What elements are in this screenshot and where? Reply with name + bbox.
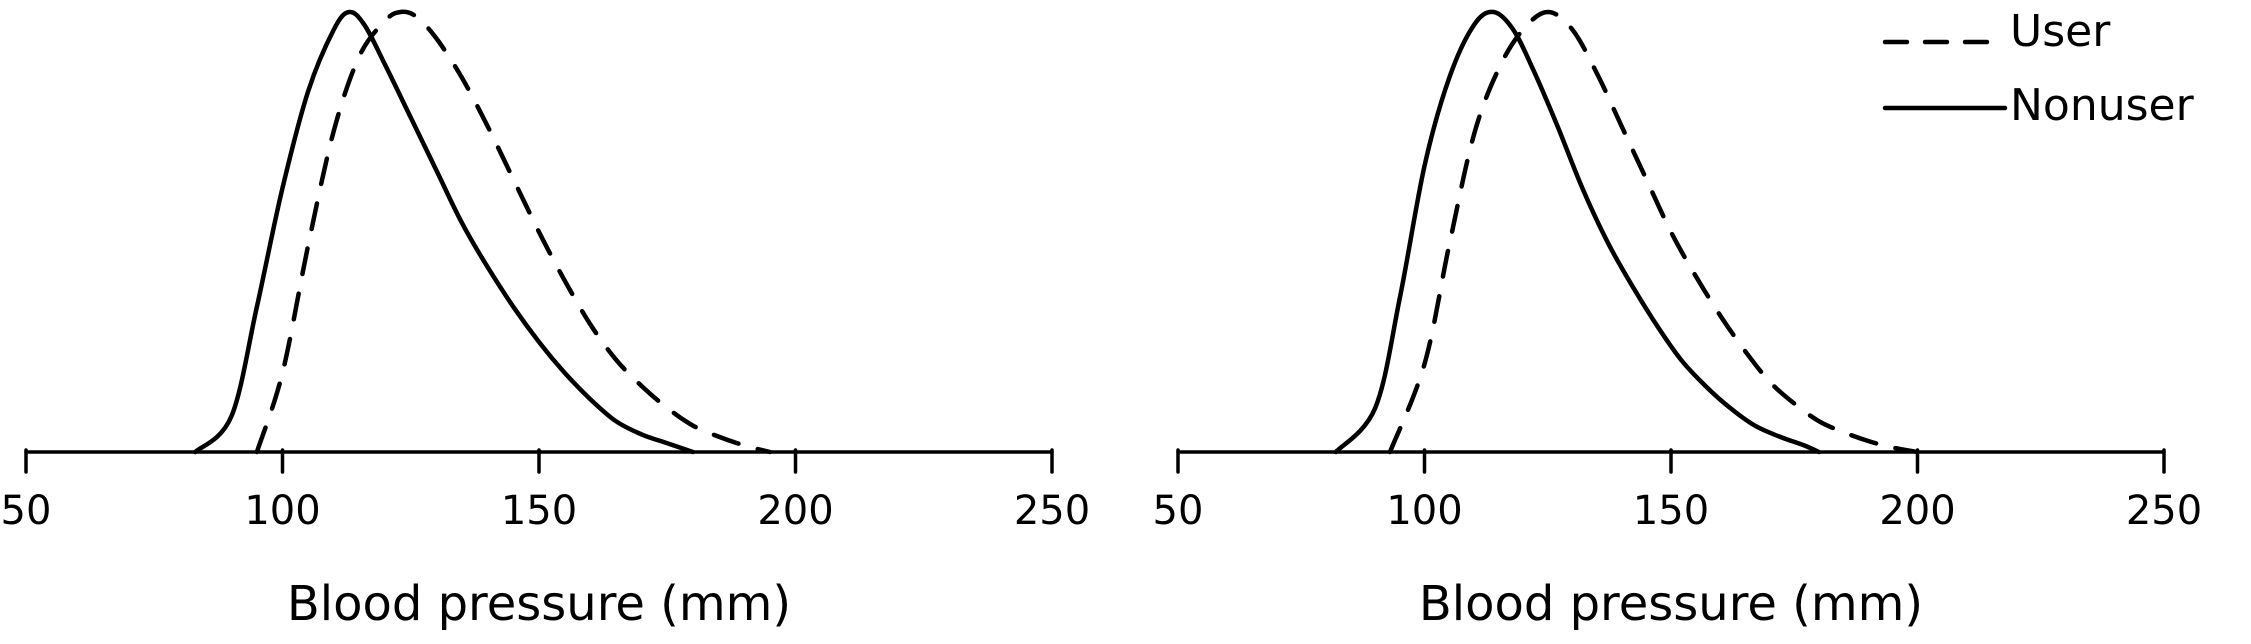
x-tick-label: 100 xyxy=(244,488,320,534)
legend-item-nonuser: Nonuser xyxy=(1882,80,2195,131)
x-tick-label: 50 xyxy=(1153,488,1204,534)
series-line-user xyxy=(254,9,773,455)
series-line-nonuser xyxy=(193,9,696,455)
x-tick-label: 250 xyxy=(1014,488,1090,534)
plot-curves xyxy=(1333,9,1920,455)
x-axis-title: Blood pressure (mm) xyxy=(1419,576,1923,632)
x-tick-label: 150 xyxy=(501,488,577,534)
x-tick-label: 50 xyxy=(1,488,52,534)
legend-label-user: User xyxy=(2010,6,2111,57)
x-axis-ticks xyxy=(24,448,1054,474)
series-line-nonuser xyxy=(1333,9,1822,455)
legend-item-user: User xyxy=(1882,6,2111,57)
x-tick-label: 200 xyxy=(757,488,833,534)
x-tick-label: 100 xyxy=(1386,488,1462,534)
series-line-user xyxy=(1387,9,1920,455)
x-tick-label: 200 xyxy=(1879,488,1955,534)
legend-label-nonuser: Nonuser xyxy=(2010,80,2195,131)
x-tick-label: 150 xyxy=(1633,488,1709,534)
x-axis-tick-labels: 50 100 150 200 250 xyxy=(1,488,1091,534)
chart-left: 50 100 150 200 250 Blood pressure (mm) xyxy=(1,9,1091,632)
x-axis-tick-labels: 50 100 150 200 250 xyxy=(1153,488,2203,534)
x-tick-label: 250 xyxy=(2126,488,2202,534)
x-axis-title: Blood pressure (mm) xyxy=(287,576,791,632)
legend: User Nonuser xyxy=(1882,6,2195,131)
plot-curves xyxy=(193,9,773,455)
chart-right: 50 100 150 200 250 Blood pressure (mm) User … xyxy=(1153,6,2203,632)
